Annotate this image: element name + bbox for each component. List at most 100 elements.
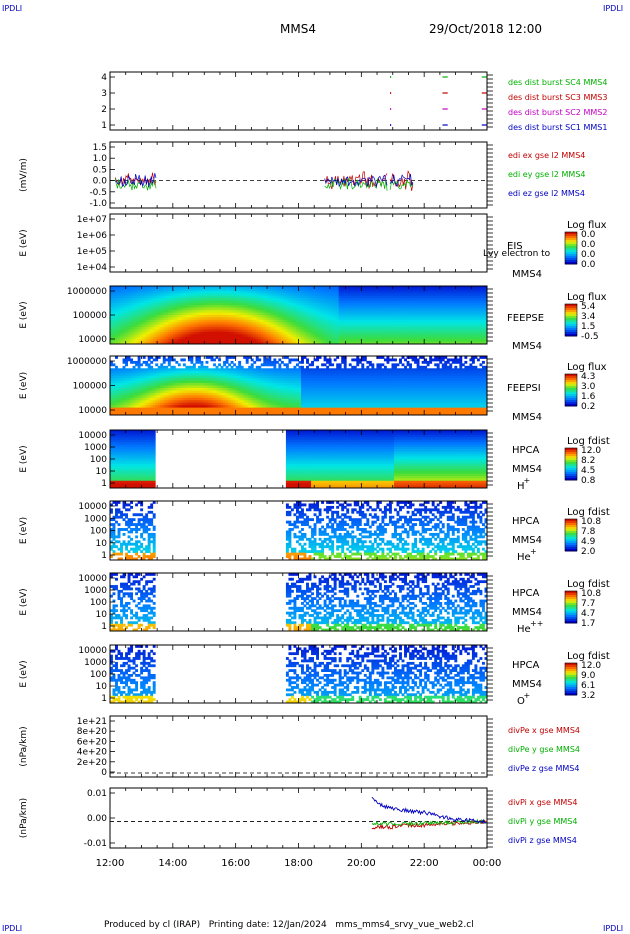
spectrogram-cell xyxy=(308,322,312,326)
spectrogram-cell xyxy=(187,380,191,384)
spectrogram-cell xyxy=(187,385,191,389)
spectrogram-cell xyxy=(140,300,144,304)
spectrogram-cell xyxy=(220,370,224,374)
spectrogram-cell xyxy=(381,336,385,340)
spectrogram-cell xyxy=(280,305,284,309)
spectrogram-cell xyxy=(172,395,176,399)
spectrogram-cell xyxy=(421,334,425,338)
spectrogram-cell xyxy=(157,407,161,411)
spectrogram-cell xyxy=(248,286,252,289)
spectrogram-cell xyxy=(416,327,420,330)
spectrogram-cell xyxy=(275,324,279,328)
spectrogram-cell xyxy=(135,390,139,394)
spectrogram-cell xyxy=(481,329,485,333)
spectrogram-cell xyxy=(471,307,475,311)
spectrogram-cell xyxy=(172,302,176,306)
spectrogram-cell xyxy=(210,305,214,309)
spectrogram-cell xyxy=(459,290,463,294)
spectrogram-cell xyxy=(172,339,176,342)
spectrogram-cell xyxy=(260,339,264,342)
spectrogram-cell xyxy=(125,360,128,364)
spectrogram-cell xyxy=(197,312,201,316)
spectrogram-cell xyxy=(122,410,126,413)
spectrogram-cell xyxy=(112,312,116,316)
spectrogram-cell xyxy=(182,334,186,338)
spectrogram-cell xyxy=(192,324,196,328)
spectrogram-cell xyxy=(152,293,156,297)
y-tick-label: 4 xyxy=(101,73,107,83)
spectrogram-cell xyxy=(220,310,224,313)
spectrogram-cell xyxy=(190,373,194,377)
spectrogram-cell xyxy=(308,327,312,330)
spectrogram-cell xyxy=(120,375,123,379)
spectrogram-cell xyxy=(147,410,151,413)
spectrogram-cell xyxy=(431,319,435,323)
spectrogram-cell xyxy=(225,322,229,326)
spectrogram-cell xyxy=(295,336,299,340)
spectrogram-cell xyxy=(157,410,161,413)
spectrogram-cell xyxy=(419,334,423,338)
spectrogram-cell xyxy=(295,288,299,292)
spectrogram-cell xyxy=(373,302,377,306)
spectrogram-cell xyxy=(429,341,433,345)
spectrogram-cell xyxy=(220,400,224,404)
spectrogram-cell xyxy=(190,331,194,335)
spectrogram-cell xyxy=(185,339,189,342)
spectrogram-cell xyxy=(125,336,128,340)
spectrogram-cell xyxy=(431,288,435,292)
spectrogram-cell xyxy=(155,295,159,299)
spectrogram-cell xyxy=(441,305,445,309)
spectrogram-cell xyxy=(197,410,201,413)
spectrogram-cell xyxy=(386,324,390,328)
spectrogram-cell xyxy=(439,305,443,309)
spectrogram-cell xyxy=(122,319,126,323)
spectrogram-cell xyxy=(145,392,149,396)
spectrogram-cell xyxy=(202,395,206,399)
spectrogram-cell xyxy=(280,315,284,318)
spectrogram-cell xyxy=(245,331,249,335)
spectrogram-cell xyxy=(255,312,259,316)
spectrogram-cell xyxy=(180,324,184,328)
spectrogram-cell xyxy=(220,365,224,369)
spectrogram-cell xyxy=(238,334,242,338)
spectrogram-cell xyxy=(366,307,370,311)
spectrogram-cell xyxy=(147,302,151,306)
spectrogram-cell xyxy=(451,288,455,292)
spectrogram-cell xyxy=(451,336,455,340)
spectrogram-cell xyxy=(150,368,154,372)
spectrogram-cell xyxy=(250,288,254,292)
spectrogram-cell xyxy=(429,329,433,333)
spectrogram-cell xyxy=(167,375,171,379)
spectrogram-cell xyxy=(373,317,377,321)
spectrogram-cell xyxy=(165,373,169,377)
spectrogram-cell xyxy=(132,336,136,340)
spectrogram-cell xyxy=(127,383,131,386)
colorbar-tick-label: 0.0 xyxy=(581,250,596,260)
spectrogram-cell xyxy=(366,312,370,316)
spectrogram-cell xyxy=(409,298,412,301)
spectrogram-cell xyxy=(358,315,362,318)
spectrogram-cell xyxy=(117,375,121,379)
spectrogram-cell xyxy=(275,322,279,326)
spectrogram-cell xyxy=(288,305,292,309)
spectrogram-cell xyxy=(180,387,184,391)
spectrogram-cell xyxy=(295,298,299,301)
spectrogram-cell xyxy=(202,336,206,340)
spectrogram-cell xyxy=(190,300,194,304)
spectrogram-cell xyxy=(157,378,161,381)
spectrogram-cell xyxy=(456,295,460,299)
spectrogram-cell xyxy=(429,300,433,304)
spectrogram-cell xyxy=(474,331,478,335)
spectrogram-cell xyxy=(416,315,420,318)
spectrogram-cell xyxy=(220,317,224,321)
spectrogram-cell xyxy=(351,290,355,294)
spectrogram-cell xyxy=(414,334,418,338)
spectrogram-cell xyxy=(185,317,189,321)
spectrogram-cell xyxy=(120,329,123,333)
spectrogram-cell xyxy=(351,302,355,306)
spectrogram-cell xyxy=(145,360,149,364)
spectrogram-cell xyxy=(401,339,405,342)
spectrogram-cell xyxy=(404,307,407,311)
spectrogram-cell xyxy=(157,395,161,399)
spectrogram-cell xyxy=(454,336,458,340)
